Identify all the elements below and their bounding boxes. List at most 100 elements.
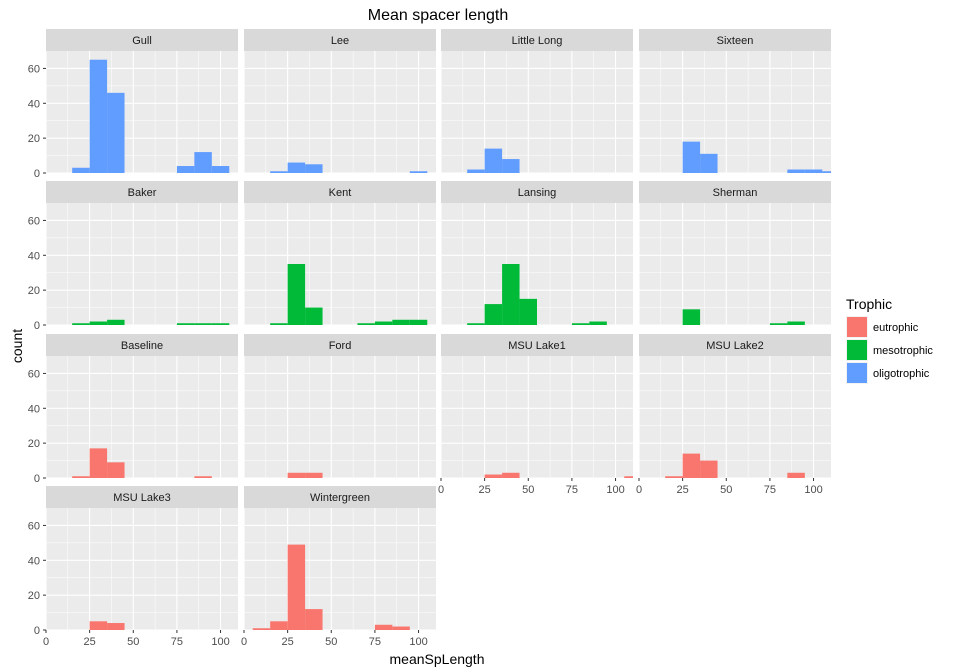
- facet-strip-label: Lansing: [518, 187, 557, 199]
- facet-panel-msu-lake3: MSU Lake3 0 20 40 60 0 25 50 75 100: [28, 486, 238, 648]
- legend-title: Trophic: [846, 296, 892, 312]
- y-tick-label: 20: [28, 285, 40, 297]
- legend-swatch-oligotrophic: [847, 363, 867, 383]
- histogram-bar: [194, 476, 212, 478]
- histogram-bar: [305, 164, 323, 173]
- histogram-bar: [374, 321, 393, 325]
- panel-background: [46, 508, 238, 630]
- facet-strip-label: MSU Lake2: [706, 340, 763, 352]
- histogram-bar: [176, 166, 195, 173]
- y-tick-label: 40: [28, 98, 40, 110]
- histogram-bar: [467, 169, 485, 173]
- facet-panel-msu-lake2: MSU Lake2 0 25 50 75 100: [636, 334, 831, 496]
- y-tick-label: 60: [28, 215, 40, 227]
- histogram-bar: [270, 621, 288, 630]
- panel-background: [46, 203, 238, 325]
- facet-strip: [441, 29, 633, 51]
- facet-panel-sherman: Sherman: [638, 181, 831, 326]
- y-tick-label: 20: [28, 590, 40, 602]
- facet-strip-label: Gull: [132, 35, 152, 47]
- histogram-bar: [409, 171, 428, 173]
- histogram-bar: [176, 323, 195, 325]
- facet-strip-label: Sherman: [713, 187, 758, 199]
- x-tick-label: 75: [764, 484, 776, 496]
- facet-strip-label: Little Long: [512, 35, 563, 47]
- panel-background: [639, 51, 831, 173]
- histogram-bar: [571, 323, 590, 325]
- y-tick-label: 40: [28, 250, 40, 262]
- histogram-bar: [484, 304, 503, 325]
- facet-strip: [46, 486, 238, 508]
- facet-panel-baker: Baker 0 20 40 60: [28, 181, 238, 332]
- facet-panel-lee: Lee: [243, 29, 436, 174]
- facet-strip: [639, 181, 831, 203]
- histogram-bar: [665, 476, 683, 478]
- facet-strip-label: Lee: [331, 35, 349, 47]
- legend: Trophic eutrophic mesotrophic oligotrophic: [846, 296, 933, 384]
- histogram-bar: [700, 460, 718, 478]
- facet-strip-label: Ford: [329, 340, 352, 352]
- histogram-bar: [89, 321, 108, 325]
- legend-label-eutrophic: eutrophic: [873, 322, 919, 334]
- panel-background: [46, 356, 238, 478]
- histogram-bar: [804, 169, 823, 173]
- x-tick-label: 0: [43, 636, 49, 648]
- histogram-bar: [287, 264, 306, 325]
- x-tick-label: 25: [84, 636, 96, 648]
- facet-strip-label: Baker: [128, 187, 157, 199]
- histogram-bar: [822, 171, 831, 173]
- panel-background: [244, 356, 436, 478]
- x-tick-label: 75: [566, 484, 578, 496]
- histogram-bar: [287, 162, 306, 173]
- facet-strip: [244, 181, 436, 203]
- histogram-bar: [392, 626, 410, 630]
- histogram-bar: [787, 169, 805, 173]
- y-tick-label: 20: [28, 133, 40, 145]
- facet-strip: [244, 486, 436, 508]
- histogram-bar: [682, 309, 701, 325]
- histogram-bar: [682, 453, 701, 478]
- histogram-bar: [72, 167, 90, 173]
- x-tick-label: 100: [606, 484, 624, 496]
- x-tick-label: 25: [479, 484, 491, 496]
- histogram-bar: [211, 166, 230, 173]
- y-tick-label: 60: [28, 63, 40, 75]
- facet-panel-baseline: Baseline 0 20 40 60: [28, 334, 238, 485]
- histogram-bar: [624, 476, 633, 478]
- histogram-bar: [89, 59, 108, 173]
- histogram-bar: [107, 92, 125, 173]
- histogram-bar: [502, 159, 520, 173]
- x-axis-title: meanSpLength: [390, 651, 485, 667]
- legend-label-oligotrophic: oligotrophic: [873, 368, 930, 380]
- panel-background: [441, 51, 633, 173]
- facet-strip-label: Kent: [329, 187, 352, 199]
- histogram-bar: [519, 298, 537, 325]
- y-tick-label: 40: [28, 555, 40, 567]
- x-tick-label: 75: [369, 636, 381, 648]
- facet-panel-little-long: Little Long: [440, 29, 633, 174]
- y-tick-label: 0: [34, 473, 40, 485]
- facet-strip: [46, 29, 238, 51]
- histogram-bar: [374, 624, 393, 630]
- facet-strip-label: MSU Lake1: [508, 340, 565, 352]
- facet-panel-ford: Ford: [243, 334, 436, 479]
- histogram-bar: [787, 321, 805, 325]
- x-tick-label: 75: [171, 636, 183, 648]
- facet-strip-label: Baseline: [121, 340, 163, 352]
- facet-strip: [46, 181, 238, 203]
- chart-title: Mean spacer length: [368, 7, 509, 24]
- histogram-bar: [589, 321, 607, 325]
- histogram-bar: [502, 472, 520, 478]
- legend-label-mesotrophic: mesotrophic: [873, 345, 933, 357]
- facet-panel-kent: Kent: [243, 181, 436, 326]
- histogram-bar: [392, 319, 410, 325]
- x-tick-label: 25: [677, 484, 689, 496]
- panel-background: [244, 203, 436, 325]
- histogram-bar: [107, 319, 125, 325]
- panel-background: [244, 51, 436, 173]
- x-tick-label: 50: [127, 636, 139, 648]
- histogram-bar: [305, 472, 323, 478]
- histogram-bar: [409, 319, 428, 325]
- panel-background: [639, 203, 831, 325]
- facet-strip: [639, 334, 831, 356]
